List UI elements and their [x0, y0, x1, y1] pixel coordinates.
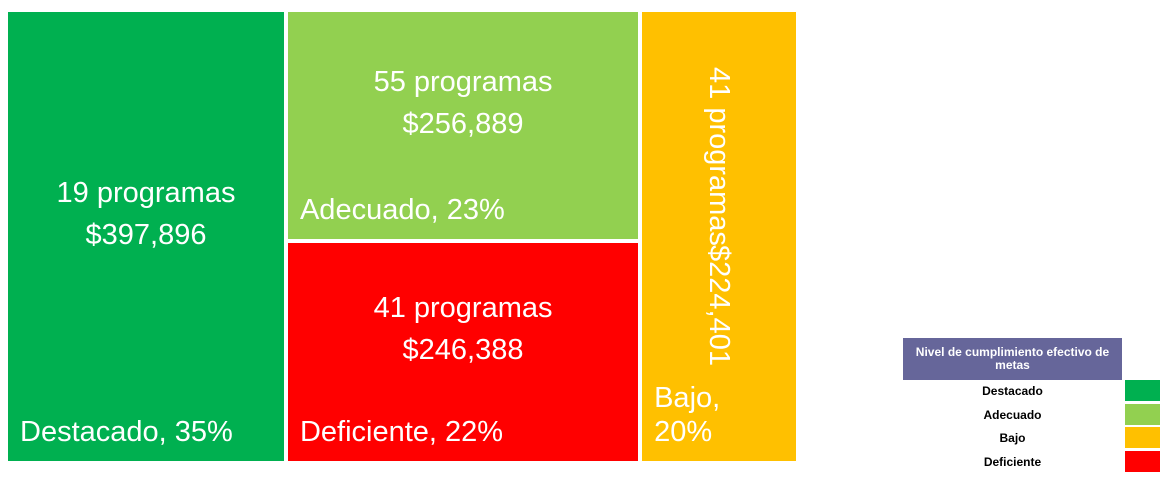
program-label: 41 programas — [373, 292, 553, 325]
program-label: 41 programas — [703, 66, 736, 246]
cell-label: Adecuado, 23% — [299, 194, 505, 227]
value-label: $224,401 — [703, 245, 736, 367]
cell-main: 19 programas $397,896 — [8, 12, 284, 415]
treemap-cell: 41 programas $246,388 Deficiente, 22% — [287, 243, 639, 461]
legend-label: Adecuado — [983, 407, 1042, 422]
legend-label: Bajo — [999, 431, 1026, 445]
legend-swatch — [1125, 380, 1160, 401]
legend-swatch — [1125, 427, 1160, 448]
cell-main: 41 programas $246,388 — [288, 243, 638, 415]
legend-label: Destacado — [982, 384, 1043, 398]
cell-label: Destacado, 35% — [20, 416, 233, 448]
cell-main: 41 programas $224,401 — [642, 12, 796, 421]
program-label: 55 programas — [373, 65, 553, 98]
treemap-cell: 19 programas $397,896 Destacado, 35% — [8, 12, 284, 461]
legend-title: Nivel de cumplimiento efectivo de metas — [903, 338, 1122, 380]
treemap-cell: 55 programas $256,889 Adecuado, 23% — [287, 12, 639, 240]
legend-label: Deficiente — [983, 454, 1042, 469]
legend-swatch — [1125, 403, 1160, 425]
treemap-cell: 41 programas $224,401 Bajo, 20% — [642, 12, 796, 461]
value-label: $397,896 — [85, 218, 207, 251]
value-label: $256,889 — [402, 107, 524, 140]
value-label: $246,388 — [402, 334, 524, 367]
cell-main: 55 programas $256,889 — [288, 12, 638, 193]
legend-swatch — [1125, 450, 1160, 472]
program-label: 19 programas — [56, 176, 236, 209]
cell-label: Deficiente, 22% — [299, 415, 504, 448]
cell-label: Bajo, 20% — [654, 382, 721, 448]
